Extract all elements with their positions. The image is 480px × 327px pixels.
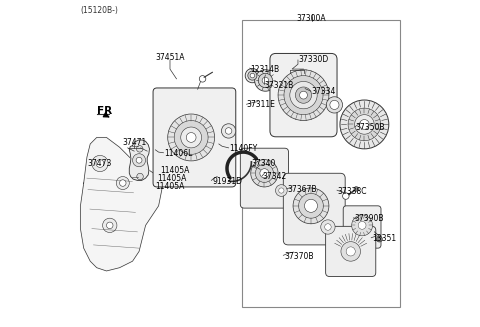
Circle shape <box>251 160 278 187</box>
Polygon shape <box>81 137 162 271</box>
Circle shape <box>137 173 144 180</box>
Text: 11405A: 11405A <box>160 165 190 175</box>
Circle shape <box>116 177 129 190</box>
Circle shape <box>355 115 374 134</box>
Circle shape <box>186 132 196 142</box>
Circle shape <box>174 121 208 154</box>
Circle shape <box>168 114 215 161</box>
Circle shape <box>346 247 355 256</box>
Text: 37342: 37342 <box>263 172 287 181</box>
Circle shape <box>255 70 276 91</box>
Circle shape <box>300 91 307 99</box>
Circle shape <box>299 194 324 218</box>
Circle shape <box>96 160 104 167</box>
Bar <box>241 20 399 307</box>
Circle shape <box>132 154 145 167</box>
Text: (15120B-): (15120B-) <box>81 6 119 15</box>
Circle shape <box>354 187 359 191</box>
FancyBboxPatch shape <box>270 53 337 137</box>
Text: 37471: 37471 <box>122 138 146 147</box>
Text: 37390B: 37390B <box>354 215 384 223</box>
Circle shape <box>295 87 312 103</box>
Circle shape <box>290 81 317 109</box>
Circle shape <box>284 76 323 115</box>
Text: 37367B: 37367B <box>287 185 317 194</box>
Text: 37311E: 37311E <box>247 100 276 110</box>
Text: 37350B: 37350B <box>356 123 385 132</box>
Circle shape <box>376 236 382 242</box>
Circle shape <box>245 68 260 83</box>
Circle shape <box>225 128 232 134</box>
FancyBboxPatch shape <box>325 226 376 277</box>
Text: 11405A: 11405A <box>156 182 185 191</box>
Circle shape <box>360 120 369 129</box>
Text: 1140FY: 1140FY <box>229 144 258 153</box>
Circle shape <box>92 155 108 172</box>
Text: 11405A: 11405A <box>157 174 186 183</box>
Circle shape <box>330 100 339 110</box>
Polygon shape <box>129 140 149 181</box>
Circle shape <box>255 164 274 182</box>
FancyBboxPatch shape <box>283 173 345 245</box>
Text: 12314B: 12314B <box>250 64 279 74</box>
Text: 13351: 13351 <box>372 234 396 243</box>
Circle shape <box>293 188 329 224</box>
Circle shape <box>262 77 269 84</box>
Circle shape <box>250 73 255 78</box>
Circle shape <box>136 157 142 163</box>
Circle shape <box>324 224 331 230</box>
Circle shape <box>304 199 317 212</box>
Text: 11406L: 11406L <box>165 149 193 158</box>
Circle shape <box>343 193 349 199</box>
Circle shape <box>341 242 360 261</box>
FancyBboxPatch shape <box>240 148 288 208</box>
Text: 37321B: 37321B <box>264 81 294 90</box>
Circle shape <box>260 169 269 178</box>
Circle shape <box>340 100 389 149</box>
Circle shape <box>136 146 143 152</box>
Circle shape <box>276 185 287 197</box>
FancyBboxPatch shape <box>343 206 381 248</box>
Circle shape <box>352 215 372 236</box>
Circle shape <box>120 180 126 186</box>
Circle shape <box>248 71 257 80</box>
FancyBboxPatch shape <box>153 88 236 187</box>
Text: 37340: 37340 <box>252 159 276 168</box>
Circle shape <box>258 73 273 88</box>
Text: 91931D: 91931D <box>212 177 242 186</box>
Circle shape <box>278 70 329 121</box>
Text: 37300A: 37300A <box>297 14 326 23</box>
Text: 37473: 37473 <box>87 159 111 168</box>
Text: 37370B: 37370B <box>284 252 313 261</box>
Circle shape <box>221 124 236 138</box>
Circle shape <box>358 221 366 229</box>
Text: 37451A: 37451A <box>155 53 185 62</box>
Text: 37334: 37334 <box>312 87 336 96</box>
Circle shape <box>279 188 284 193</box>
Text: 37330D: 37330D <box>299 55 329 64</box>
Circle shape <box>326 97 343 113</box>
Circle shape <box>107 222 113 229</box>
Circle shape <box>103 218 117 232</box>
Text: 37338C: 37338C <box>338 187 367 196</box>
Text: FR: FR <box>97 106 112 116</box>
Circle shape <box>348 108 381 141</box>
Circle shape <box>199 76 206 82</box>
Circle shape <box>321 220 335 234</box>
Circle shape <box>181 127 202 148</box>
